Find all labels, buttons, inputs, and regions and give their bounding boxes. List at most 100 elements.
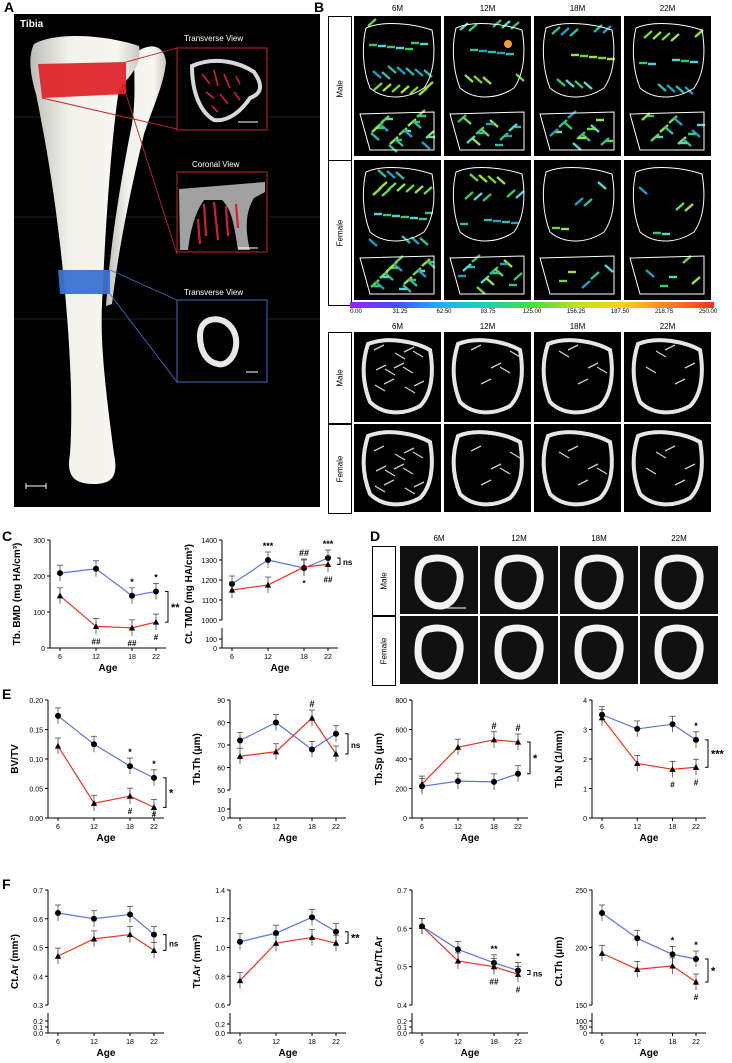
female-point [236,977,244,984]
chart-tb-bmd: Tb. BMD (mg HA/cm³) 0 100 200 300 6 12 18 22 Age *… [12,538,180,674]
cortical-ring [574,554,624,610]
colorbar-tick: 125.00 [522,309,542,315]
trabecula [515,190,525,199]
significance-bracket [705,958,709,983]
female-point [490,736,498,743]
trabecula [666,84,676,93]
female-point [56,592,64,599]
colorbar-tick: 0.00 [350,309,362,315]
trabecula [549,128,559,137]
roi-outline [449,111,525,151]
trabecula [412,350,424,358]
x-tick-label: 6 [238,1039,242,1046]
sex-label-box: Female [372,616,396,686]
heatmap-cell [534,16,621,106]
significance-mark: # [309,699,314,709]
trabecula [462,116,472,125]
y-tick-label: 90 [217,698,225,705]
significance-mark: *** [323,539,334,549]
y-tick-label: 0.2 [215,1022,225,1029]
female-point [634,966,641,972]
tibia-render [14,35,320,489]
x-tick-label: 12 [272,824,280,831]
female-point [634,760,641,767]
male-point [237,737,243,744]
male-point [91,915,97,922]
trabecula [405,184,415,193]
trabecula [404,487,416,495]
trabecula [485,277,495,286]
trabecular-thickness-map [539,255,615,295]
age-header-top: 6M [391,4,404,13]
cortical-section [560,546,638,614]
female-series-line [57,933,155,957]
roi-outline [629,255,705,295]
y-tick-label: 300 [33,538,45,545]
trabecula [412,120,422,129]
female-series-line [601,717,697,770]
trabecula [674,378,686,385]
female-point [90,935,98,942]
significance-bracket [705,739,709,768]
y-tick-label: 0.15 [29,728,43,735]
trabecula [393,463,405,470]
colorbar [350,302,714,308]
trabecula [413,481,425,488]
male-point [634,935,641,942]
trabecula [405,67,415,76]
x-tick-label: 6 [56,824,60,831]
sex-label-box: Male [328,16,352,162]
roi-outline [359,111,435,151]
colorbar-tick: 62.50 [436,309,452,315]
trabecula [496,176,506,185]
trabecula [668,115,678,124]
age-header: 22M [671,534,687,543]
male-point [491,778,497,785]
trabecula [499,467,511,475]
bracket-label: * [533,753,538,765]
female-point [598,714,606,721]
trabecula [373,82,383,91]
roi-outline [452,167,525,242]
female-point [300,563,308,570]
x-tick-label: 12 [92,654,100,661]
significance-mark: * [694,940,698,950]
trabecula [577,378,589,385]
y-tick-label: 150 [575,1003,587,1010]
female-series-line [57,745,155,808]
trabecular-thickness-map [449,254,525,295]
inset-label-3: Transverse View [184,288,244,297]
trabecula [389,136,399,145]
x-tick-label: 18 [490,824,498,831]
roi-outline [362,167,435,242]
bracket-label: ** [351,932,360,944]
male-point [127,911,133,918]
y-tick-label: 100 [33,610,45,617]
y-tick-label: 10 [217,807,225,814]
trabecula [596,366,608,374]
trabecula [480,378,492,385]
heatmap-cell [444,16,531,106]
male-series-line [601,912,697,960]
significance-bracket [527,970,531,975]
significance-mark: # [152,810,157,819]
trabecula [664,445,676,452]
trabecular-thickness-map [449,111,525,151]
y-tick-label: 1 [583,787,587,794]
x-axis-label: Age [271,663,290,674]
trabecula [466,135,476,144]
trabecula [457,114,467,123]
y-tick-label: 200 [395,787,407,794]
y-tick-label: 0.4 [397,1003,407,1010]
trabecula [664,126,674,135]
trabecula [473,75,483,84]
trabecula [487,175,497,184]
roi-outline [542,23,615,98]
cortex [541,338,614,415]
significance-bracket [527,741,531,775]
y-tick-label: 0.5 [397,965,407,972]
y-tick-label: 0 [221,816,225,823]
male-point [237,938,243,945]
cortical-section [560,616,638,684]
y-axis-label: Ct.Th (μm) [554,937,565,987]
